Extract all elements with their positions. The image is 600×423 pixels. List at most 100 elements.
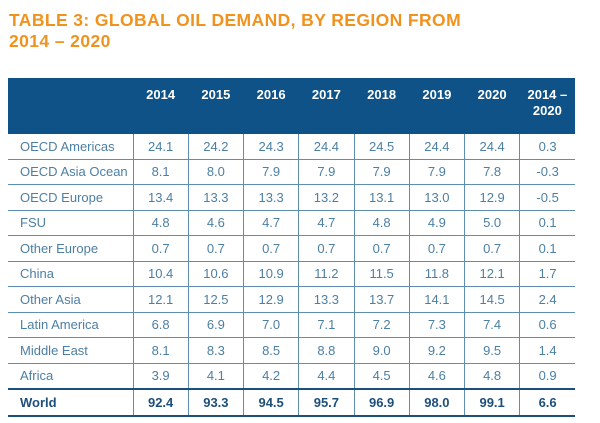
value-cell: 7.9 [298, 158, 354, 185]
value-cell: 0.7 [242, 235, 299, 261]
oil-demand-table: 2014 2015 2016 2017 2018 2019 2020 2014 … [8, 78, 575, 417]
value-cell: 98.0 [408, 388, 465, 417]
region-label-cell: OECD Americas [20, 138, 115, 154]
value-cell: 8.1 [132, 337, 189, 363]
header-year-cell: 2020 [464, 78, 520, 134]
region-label-cell: China [8, 260, 133, 287]
value-cell: 1.7 [519, 260, 575, 287]
value-cell: -0.5 [519, 184, 575, 210]
header-year-cell: 2019 [409, 78, 465, 134]
table-body: OECD Americas 24.1 24.2 24.3 24.4 24.5 24.4 24.… [8, 134, 575, 417]
table-header-row: 2014 2015 2016 2017 2018 2019 2020 2014 … [8, 78, 575, 134]
region-label-cell: Other Europe [8, 235, 133, 261]
header-change-cell: 2014 – 2020 [519, 78, 575, 134]
value-cell: 9.0 [353, 337, 410, 363]
table-row: Other Asia 12.1 12.5 12.9 13.3 13.7 14.1 14.5 2.… [8, 286, 575, 312]
value-cell: 0.9 [519, 362, 575, 389]
value-cell: 7.9 [408, 158, 465, 185]
header-region-cell [8, 78, 133, 134]
value-cell: 13.1 [353, 184, 410, 210]
value-cell: 13.0 [408, 184, 465, 210]
region-label-cell: Other Asia [8, 286, 133, 312]
value-cell: 24.5 [353, 134, 410, 159]
value-cell: 11.2 [298, 260, 354, 287]
value-cell: 24.4 [408, 134, 465, 159]
table-row: FSU 4.8 4.6 4.7 4.7 4.8 4.9 5.0 0.1 [8, 209, 575, 236]
value-cell: 24.4 [298, 134, 354, 159]
value-cell: 0.7 [408, 235, 465, 261]
table-row: Middle East 8.1 8.3 8.5 8.8 9.0 9.2 9.5 1.4 [8, 337, 575, 363]
value-cell: 7.9 [353, 158, 410, 185]
value-cell: 0.7 [298, 235, 354, 261]
value-cell: 4.9 [408, 209, 465, 236]
table-row: China 10.4 10.6 10.9 11.2 11.5 11.8 12.1 1.7 [8, 260, 575, 287]
value-cell: 11.5 [353, 260, 410, 287]
value-cell: 4.5 [353, 362, 410, 389]
value-cell: 24.3 [242, 134, 299, 159]
value-cell: 13.3 [242, 184, 299, 210]
value-cell: 95.7 [298, 388, 354, 417]
value-cell: 24.1 [132, 134, 189, 159]
value-cell: 4.1 [187, 362, 244, 389]
value-cell: 1.4 [519, 337, 575, 363]
value-cell: 4.6 [187, 209, 244, 236]
value-cell: 4.8 [132, 209, 189, 236]
value-cell: 5.0 [463, 209, 520, 236]
table-row: OECD Europe 13.4 13.3 13.3 13.2 13.1 13.0 12.9-… [8, 184, 575, 210]
region-label-cell: OECD Europe [8, 184, 133, 210]
header-change-line1: 2014 – [527, 87, 568, 102]
value-cell: 9.2 [408, 337, 465, 363]
value-cell: 7.0 [242, 311, 299, 338]
table-title: TABLE 3: GLOBAL OIL DEMAND, BY REGION FR… [9, 10, 461, 52]
region-label-cell: FSU [8, 209, 133, 236]
header-year-cell: 2014 [133, 78, 189, 134]
value-cell: 96.9 [353, 388, 410, 417]
value-cell: 94.5 [242, 388, 299, 417]
region-label-cell: Middle East [8, 337, 133, 363]
value-cell: 6.6 [519, 388, 575, 417]
value-cell: 24.4 [463, 134, 520, 159]
value-cell: 0.6 [519, 311, 575, 338]
table-row: OECD Americas 24.1 24.2 24.3 24.4 24.5 24.4 24.… [8, 134, 575, 159]
header-year-cell: 2017 [298, 78, 354, 134]
value-cell: 12.9 [242, 286, 299, 312]
value-cell: 13.3 [187, 184, 244, 210]
header-change-line2: 2020 [532, 103, 562, 118]
region-label-cell: Africa [8, 362, 133, 389]
value-cell: 8.8 [298, 337, 354, 363]
value-cell: 13.4 [132, 184, 189, 210]
value-cell: 9.5 [463, 337, 520, 363]
value-cell: 13.2 [298, 184, 354, 210]
value-cell: 93.3 [187, 388, 244, 417]
table-row: Africa 3.9 4.1 4.2 4.4 4.5 4.6 4.8 0.9 [8, 362, 575, 389]
value-cell: 11.8 [408, 260, 465, 287]
value-cell: 0.1 [519, 235, 575, 261]
value-cell: 4.2 [242, 362, 299, 389]
value-cell: 7.8 [463, 158, 520, 185]
table-row: OECD Asia Ocean 8.1 8.0 7.9 7.9 7.9 7.9 7.8 -0.3 [8, 158, 575, 185]
region-label-cell: OECD Asia Ocean [8, 158, 133, 185]
table-title-line2: 2014 – 2020 [9, 31, 111, 51]
table-row: Latin America 6.8 6.9 7.0 7.1 7.2 7.3 7.4 0.6 [8, 311, 575, 338]
value-cell: 4.6 [408, 362, 465, 389]
value-cell: 7.4 [463, 311, 520, 338]
value-cell: 92.4 [132, 388, 189, 417]
header-year-cell: 2018 [354, 78, 410, 134]
value-cell: 12.1 [132, 286, 189, 312]
value-cell: 99.1 [463, 388, 520, 417]
value-cell: 8.3 [187, 337, 244, 363]
table-total-row: World 92.4 93.3 94.5 95.7 96.9 98.0 99.1 6.6 [8, 388, 575, 417]
header-year-cell: 2016 [243, 78, 299, 134]
value-cell: 12.1 [463, 260, 520, 287]
value-cell: 6.9 [187, 311, 244, 338]
value-cell: 7.9 [242, 158, 299, 185]
value-cell: 7.2 [353, 311, 410, 338]
value-cell: 3.9 [132, 362, 189, 389]
value-cell: 7.1 [298, 311, 354, 338]
value-cell: 12.9 [463, 184, 520, 210]
value-cell: 6.8 [132, 311, 189, 338]
value-cell: 8.1 [132, 158, 189, 185]
value-cell: 10.9 [242, 260, 299, 287]
value-cell: 0.1 [519, 209, 575, 236]
